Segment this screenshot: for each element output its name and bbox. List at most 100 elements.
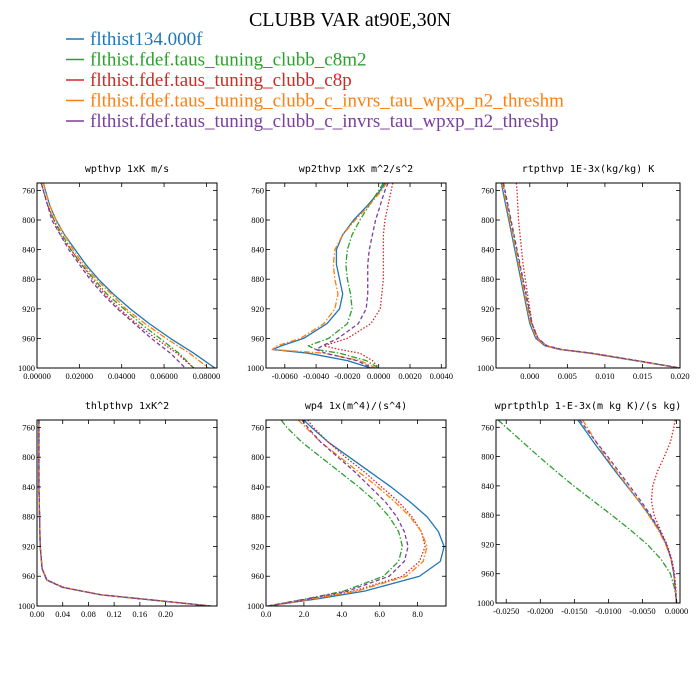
series-line [40, 183, 195, 368]
x-tick-label: 0.0000 [665, 606, 688, 616]
y-tick-label: 760 [251, 185, 264, 195]
series-line [42, 183, 209, 368]
series-line [42, 183, 216, 368]
y-tick-label: 800 [481, 452, 494, 462]
x-tick-label: -0.0020 [334, 371, 360, 381]
y-tick-label: 960 [251, 333, 264, 343]
panel-title: thlpthvp 1xK^2 [85, 401, 169, 412]
x-tick-label: 0.0040 [430, 371, 453, 381]
x-tick-label: 0.000 [520, 371, 539, 381]
series-line [271, 183, 388, 368]
series-line [501, 183, 680, 368]
legend: flthist134.000fflthist.fdef.taus_tuning_… [66, 29, 564, 132]
chart-panel: rtpthvp 1E-3x(kg/kg) K 760 800 840 880 920 960… [477, 164, 690, 381]
x-tick-label: 8.0 [412, 609, 423, 619]
series-line [267, 420, 409, 606]
panel-title: wpthvp 1xK m/s [85, 164, 169, 175]
series-line [267, 420, 445, 606]
y-tick-label: 1000 [477, 363, 494, 373]
y-tick-label: 760 [481, 422, 494, 432]
chart-panel: thlpthvp 1xK^2 760 800 840 880 920 960 10000.00… [18, 401, 218, 619]
series-line [38, 420, 211, 606]
y-tick-label: 840 [251, 245, 264, 255]
series-line [502, 183, 680, 368]
series-line [271, 183, 386, 368]
y-tick-label: 920 [22, 304, 35, 314]
plot-frame [36, 419, 218, 607]
x-tick-label: 0.06000 [150, 371, 178, 381]
panel-title: wp4 1x(m^4)/(s^4) [305, 401, 407, 412]
y-tick-label: 760 [22, 422, 35, 432]
y-tick-label: 1000 [247, 363, 264, 373]
series-line [577, 420, 678, 603]
y-tick-label: 1000 [18, 601, 35, 611]
series-line [500, 183, 680, 368]
y-tick-label: 800 [251, 215, 264, 225]
panel-title: wprtpthlp 1-E-3x(m kg K)/(s kg) [495, 401, 682, 412]
series-line [38, 420, 211, 606]
x-tick-label: 0.015 [633, 371, 652, 381]
y-tick-label: 920 [481, 304, 494, 314]
chart-panel: wp4 1x(m^4)/(s^4) 760 800 840 880 920 960 10000… [247, 401, 447, 619]
y-tick-label: 800 [22, 452, 35, 462]
x-tick-label: -0.0050 [629, 606, 655, 616]
series-line [40, 183, 195, 368]
series-line [307, 183, 384, 368]
x-tick-label: 0.010 [595, 371, 614, 381]
x-tick-label: -0.0250 [493, 606, 519, 616]
y-tick-label: 1000 [18, 363, 35, 373]
y-tick-label: 920 [481, 539, 494, 549]
panel-title: rtpthvp 1E-3x(kg/kg) K [522, 164, 654, 175]
panel-title: wp2thvp 1xK m^2/s^2 [299, 164, 413, 175]
y-tick-label: 960 [22, 333, 35, 343]
x-tick-label: 0.02000 [66, 371, 94, 381]
x-tick-label: 0.16 [132, 609, 147, 619]
series-line [38, 420, 211, 606]
y-tick-label: 960 [481, 333, 494, 343]
x-tick-label: 4.0 [336, 609, 347, 619]
y-tick-label: 880 [251, 274, 264, 284]
y-tick-label: 920 [251, 304, 264, 314]
y-tick-label: 800 [22, 215, 35, 225]
y-tick-label: 880 [251, 512, 264, 522]
y-tick-label: 880 [481, 274, 494, 284]
plot-frame [265, 419, 447, 607]
x-tick-label: 0.00 [30, 609, 45, 619]
figure-title: CLUBB VAR at90E,30N [249, 9, 451, 31]
series-line [40, 183, 186, 368]
plot-frame [36, 182, 218, 369]
chart-panel: wp2thvp 1xK m^2/s^2 760 800 840 880 920 960 100… [247, 164, 453, 381]
x-tick-label: 2.0 [299, 609, 310, 619]
x-tick-label: 0.08000 [193, 371, 221, 381]
y-tick-label: 760 [22, 185, 35, 195]
x-tick-label: 0.00000 [23, 371, 51, 381]
y-tick-label: 840 [481, 245, 494, 255]
series-line [650, 420, 678, 603]
x-tick-label: 0.0020 [398, 371, 421, 381]
y-tick-label: 840 [481, 481, 494, 491]
series-line [267, 420, 404, 606]
x-tick-label: 0.08 [81, 609, 96, 619]
plot-frame [495, 419, 681, 604]
series-line [38, 420, 211, 606]
legend-label: flthist.fdef.taus_tuning_clubb_c_invrs_t… [90, 111, 559, 132]
y-tick-label: 840 [251, 482, 264, 492]
x-tick-label: -0.0060 [272, 371, 298, 381]
series-line [267, 420, 426, 606]
y-tick-label: 800 [251, 452, 264, 462]
x-tick-label: 6.0 [374, 609, 385, 619]
x-tick-label: -0.0100 [595, 606, 621, 616]
y-tick-label: 760 [251, 422, 264, 432]
series-line [315, 183, 389, 368]
x-tick-label: 0.0000 [367, 371, 390, 381]
x-tick-label: 0.020 [670, 371, 689, 381]
series-line [582, 420, 678, 603]
chart-panel: wpthvp 1xK m/s 760 800 840 880 920 960 10000.00… [18, 164, 220, 381]
y-tick-label: 880 [481, 510, 494, 520]
chart-panel: wprtpthlp 1-E-3x(m kg K)/(s kg)760 800 840… [477, 401, 688, 616]
panels: wpthvp 1xK m/s76080084088092096010000.00… [18, 164, 690, 619]
plot-frame [265, 182, 447, 369]
plot-frame [495, 182, 681, 369]
x-tick-label: -0.0150 [561, 606, 587, 616]
